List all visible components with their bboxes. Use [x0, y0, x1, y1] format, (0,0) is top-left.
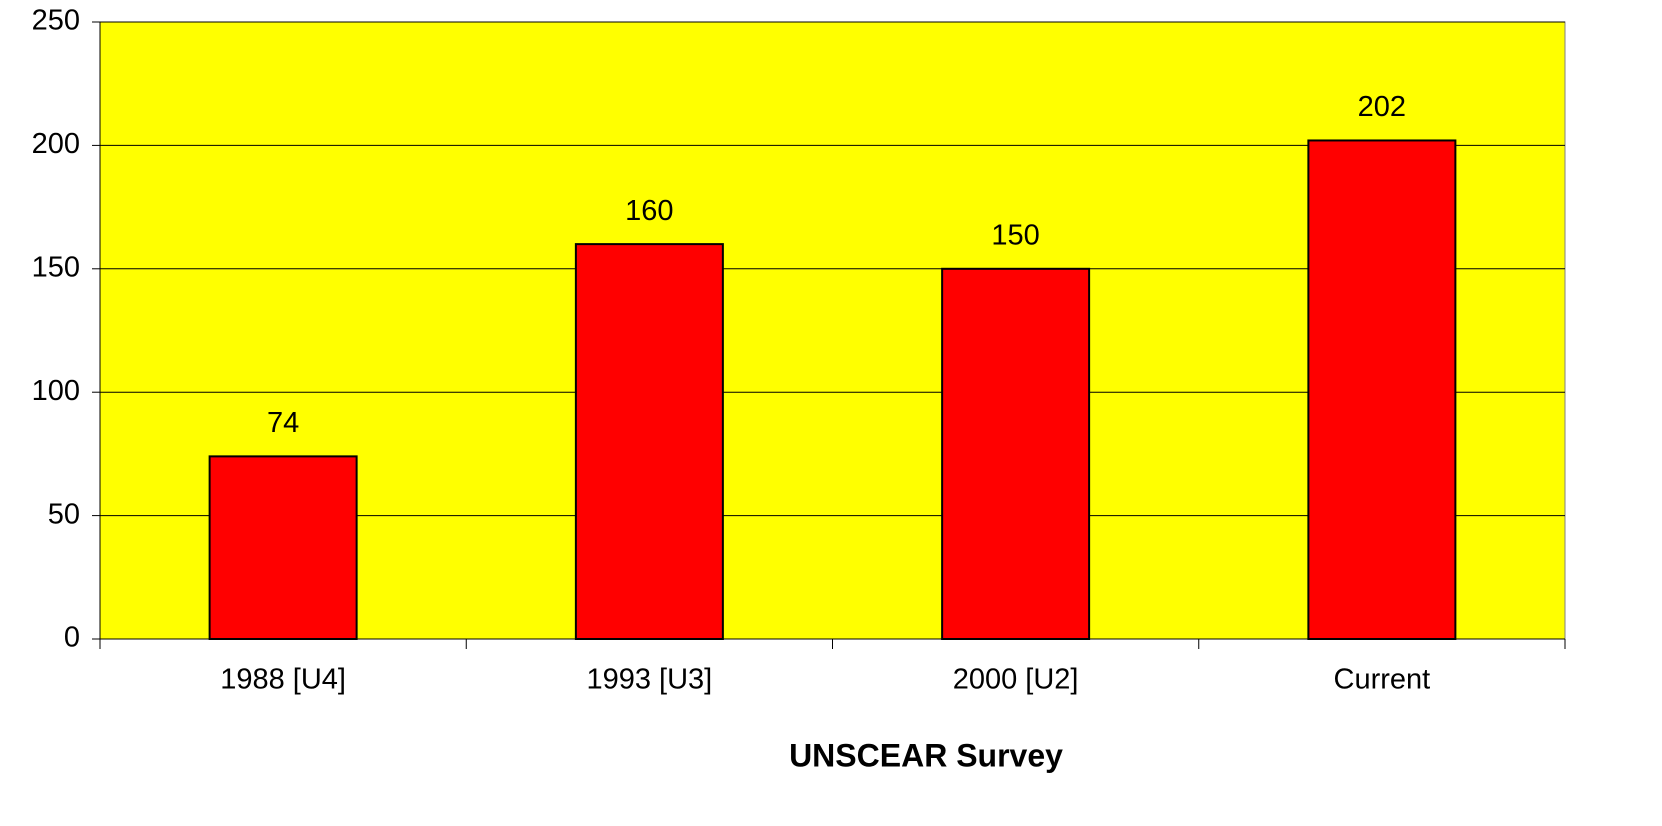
- bar: [1307, 139, 1457, 641]
- bar: [574, 243, 724, 640]
- x-tick-label: 1988 [U4]: [220, 664, 346, 696]
- data-label: 150: [991, 219, 1039, 251]
- x-tick-label: 2000 [U2]: [953, 664, 1079, 696]
- data-label: 202: [1358, 91, 1406, 123]
- x-axis-title: UNSCEAR Survey: [789, 737, 1063, 773]
- bar: [941, 267, 1091, 640]
- data-label: 74: [267, 407, 299, 439]
- y-tick-label: 200: [32, 128, 80, 160]
- bars: [208, 139, 1457, 641]
- x-tick-label: 1993 [U3]: [586, 664, 712, 696]
- y-tick-label: 250: [32, 5, 80, 37]
- bar: [208, 455, 358, 641]
- y-tick-label: 0: [64, 622, 80, 654]
- y-tick-label: 150: [32, 251, 80, 283]
- x-tick-label: Current: [1334, 664, 1431, 696]
- y-tick-label: 50: [48, 498, 80, 530]
- data-label: 160: [625, 195, 673, 227]
- y-tick-label: 100: [32, 375, 80, 407]
